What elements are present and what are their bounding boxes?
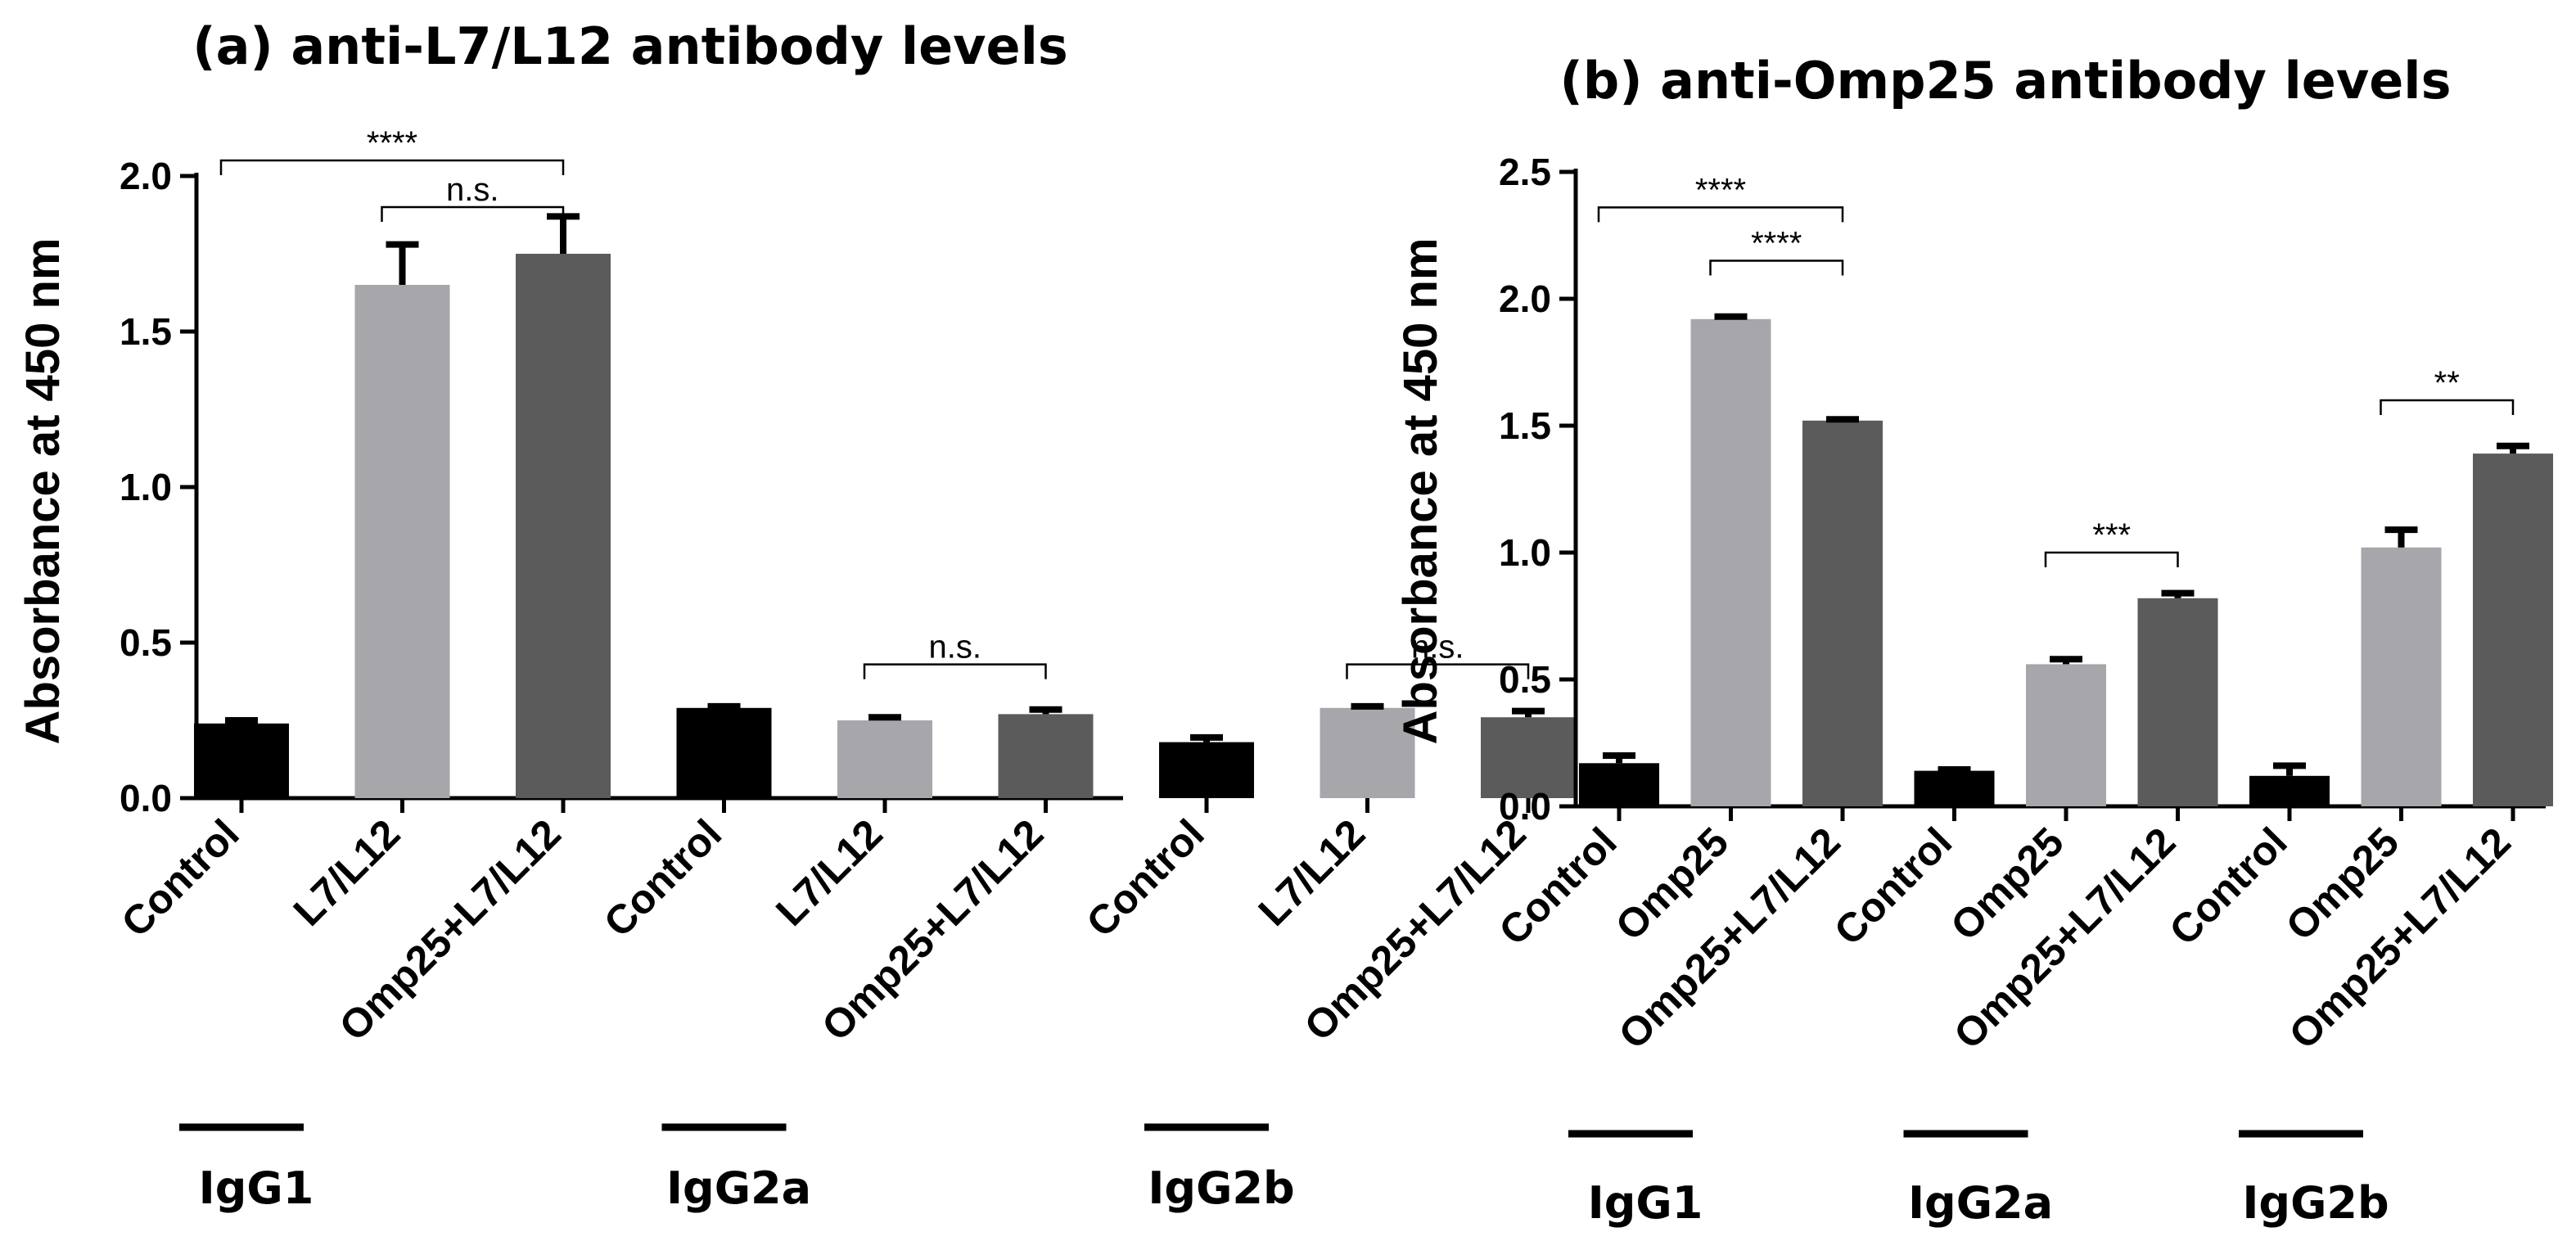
bar [676,707,772,798]
chart-b-marks: 0.00.51.01.52.02.5ControlOmp25Omp25+L7/L… [1491,151,2553,1229]
bar [1690,318,1771,806]
category-label: Control [113,810,248,945]
significance-label: *** [2092,517,2131,553]
significance-label: **** [1695,172,1746,208]
group-label: IgG2b [2242,1177,2389,1229]
category-label: Control [2161,819,2296,954]
bar [1320,707,1415,798]
chart-a-title: (a) anti-L7/L12 antibody levels [192,16,1068,76]
category-label: L7/L12 [285,810,409,935]
significance-bracket [1709,259,1844,276]
significance-label: **** [1751,226,1802,262]
significance-bracket [863,663,1047,679]
bar [516,254,611,798]
significance-label: n.s. [929,630,981,666]
y-tick-label: 2.0 [1499,278,1551,320]
significance-bracket [1597,206,1844,223]
bar [2026,664,2106,806]
chart-b-ylabel: Absorbance at 450 nm [1394,238,1447,745]
y-tick-label: 1.0 [1499,531,1551,574]
group-label: IgG1 [1588,1177,1703,1229]
bar [194,723,289,798]
y-tick-label: 2.0 [120,155,172,197]
y-tick-label: 1.5 [120,310,172,353]
significance-bracket [2380,399,2515,415]
y-tick-label: 1.5 [1499,404,1551,447]
group-label: IgG2a [666,1162,811,1214]
bar [1159,742,1254,798]
y-tick-label: 0.5 [120,621,172,664]
y-tick-label: 0.0 [1499,785,1551,828]
bar [998,714,1094,798]
bar [1481,717,1576,798]
category-label: Control [1825,819,1960,954]
group-label: IgG2b [1148,1162,1294,1214]
significance-bracket [2044,551,2179,567]
significance-label: n.s. [446,172,499,208]
bar [2249,775,2330,806]
bar [1802,420,1883,806]
significance-label: **** [367,125,417,161]
significance-label: ** [2434,365,2460,401]
bar [354,285,450,798]
significance-label: n.s. [1411,630,1464,666]
significance-bracket [219,159,565,175]
chart-b-title: (b) anti-Omp25 antibody levels [1560,51,2452,111]
y-tick-label: 0.0 [120,777,172,819]
bar [1579,763,1659,806]
y-tick-label: 0.5 [1499,658,1551,701]
chart-panel-b: (b) anti-Omp25 antibody levels Absorbanc… [1394,51,2553,1229]
category-label: Control [1078,810,1213,945]
bar [1914,770,1995,806]
category-label: L7/L12 [1250,810,1374,935]
category-label: L7/L12 [767,810,891,935]
group-label: IgG2a [1908,1177,2053,1229]
chart-a-ylabel: Absorbance at 450 nm [16,238,70,745]
significance-bracket [1346,663,1530,679]
bar [2137,598,2218,806]
category-label: Control [595,810,730,945]
chart-panel-a: (a) anti-L7/L12 antibody levels Absorban… [16,16,1576,1214]
y-tick-label: 1.0 [120,466,172,508]
bar [2361,547,2442,806]
significance-bracket [381,205,565,222]
bar [2473,454,2553,806]
bar [837,720,932,798]
y-tick-label: 2.5 [1499,151,1551,193]
group-label: IgG1 [199,1162,314,1214]
